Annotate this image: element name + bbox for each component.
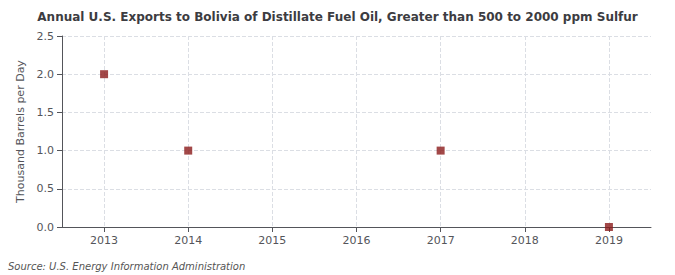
svg-text:2013: 2013	[90, 234, 118, 247]
svg-text:Annual U.S. Exports to Bolivia: Annual U.S. Exports to Bolivia of Distil…	[37, 10, 637, 24]
svg-text:2017: 2017	[427, 234, 455, 247]
svg-text:2016: 2016	[343, 234, 371, 247]
svg-text:2015: 2015	[258, 234, 286, 247]
svg-text:1.0: 1.0	[37, 144, 55, 157]
svg-text:2018: 2018	[511, 234, 539, 247]
svg-text:Thousand Barrels per Day: Thousand Barrels per Day	[14, 60, 27, 204]
svg-text:2.5: 2.5	[37, 30, 55, 43]
svg-text:2014: 2014	[174, 234, 202, 247]
svg-text:0.5: 0.5	[37, 182, 55, 195]
svg-text:1.5: 1.5	[37, 106, 55, 119]
svg-text:Source: U.S. Energy Informatio: Source: U.S. Energy Information Administ…	[8, 261, 245, 272]
svg-text:2019: 2019	[595, 234, 623, 247]
svg-text:2.0: 2.0	[37, 68, 55, 81]
svg-text:0.0: 0.0	[37, 221, 55, 234]
